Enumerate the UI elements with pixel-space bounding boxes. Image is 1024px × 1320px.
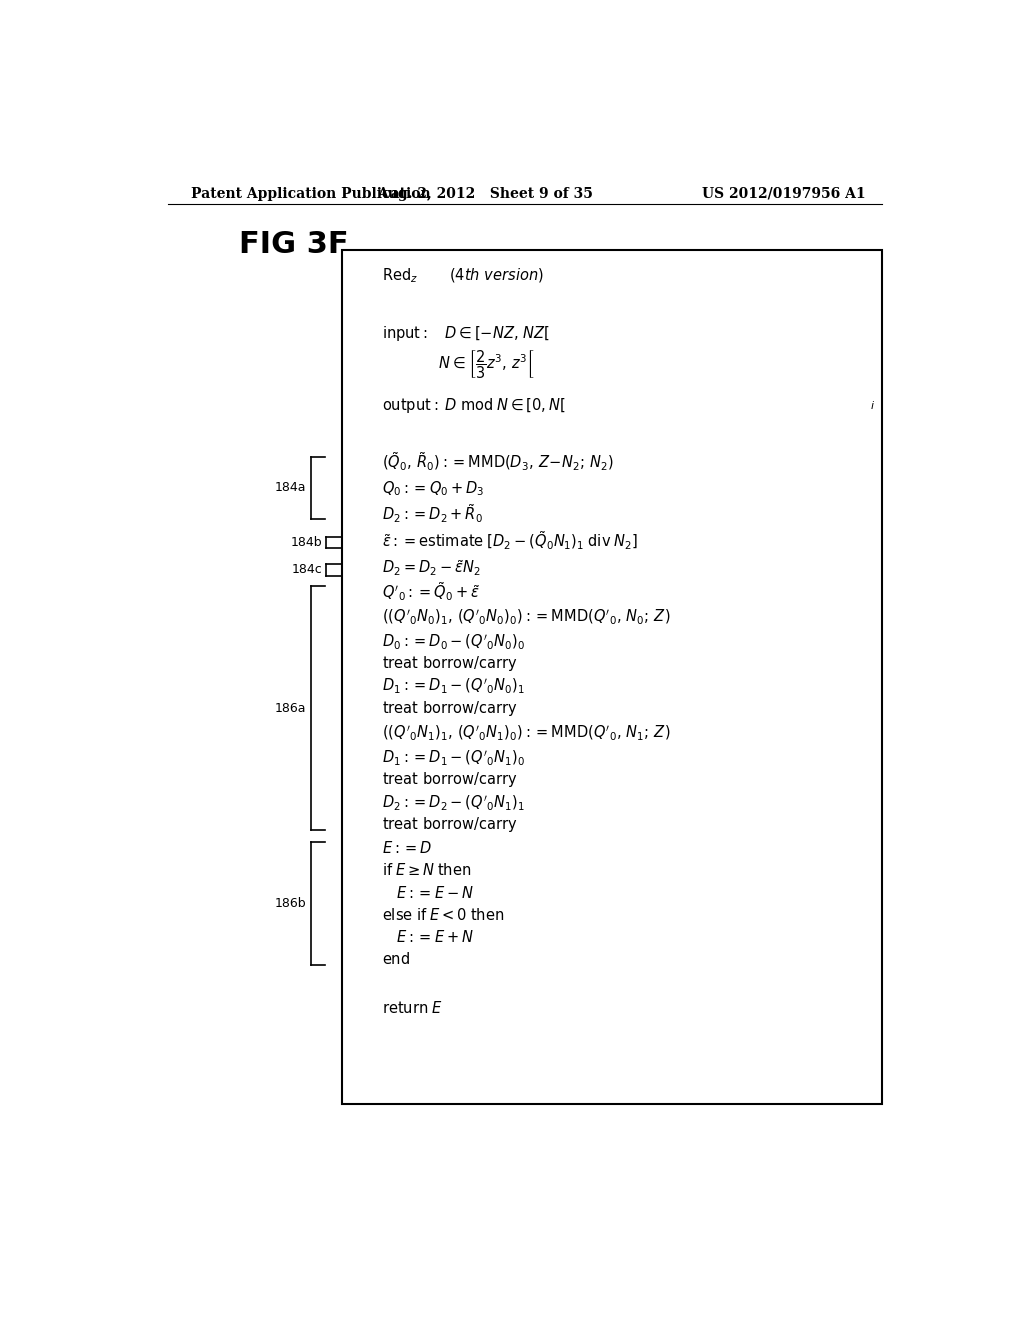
Text: $D_0{:=}D_0-(Q'_0 N_0)_0$: $D_0{:=}D_0-(Q'_0 N_0)_0$ bbox=[382, 632, 525, 651]
Text: $D_2{:=}D_2-(Q'_0 N_1)_1$: $D_2{:=}D_2-(Q'_0 N_1)_1$ bbox=[382, 792, 525, 812]
Text: $\quad E{:=}E-N$: $\quad E{:=}E-N$ bbox=[382, 884, 474, 900]
Text: $\mathrm{treat\ borrow/carry}$: $\mathrm{treat\ borrow/carry}$ bbox=[382, 814, 517, 834]
Text: $\mathrm{treat\ borrow/carry}$: $\mathrm{treat\ borrow/carry}$ bbox=[382, 771, 517, 789]
Text: Patent Application Publication: Patent Application Publication bbox=[191, 187, 431, 201]
Text: 184a: 184a bbox=[275, 482, 306, 495]
Text: 186a: 186a bbox=[275, 702, 306, 714]
Text: $\mathrm{Red}_z$: $\mathrm{Red}_z$ bbox=[382, 265, 418, 285]
Text: $((Q'_0 N_1)_1,\,(Q'_0 N_1)_0){:=}\mathrm{MMD}(Q'_0,\,N_1;\,Z)$: $((Q'_0 N_1)_1,\,(Q'_0 N_1)_0){:=}\mathr… bbox=[382, 723, 671, 742]
Text: $\mathrm{output:}\;D\;\mathrm{mod}\;N \in [0,N[$: $\mathrm{output:}\;D\;\mathrm{mod}\;N \i… bbox=[382, 396, 565, 414]
Text: $E{:=}D$: $E{:=}D$ bbox=[382, 840, 432, 857]
Text: $\mathrm{else\ if}\;E<0\;\mathrm{then}$: $\mathrm{else\ if}\;E<0\;\mathrm{then}$ bbox=[382, 907, 504, 923]
Text: $(4th\ version)$: $(4th\ version)$ bbox=[450, 267, 544, 284]
Text: 184c: 184c bbox=[292, 564, 323, 577]
Text: $\quad E{:=}E+N$: $\quad E{:=}E+N$ bbox=[382, 929, 474, 945]
Text: $Q'_0{:=}\tilde{Q}_0+\tilde{\varepsilon}$: $Q'_0{:=}\tilde{Q}_0+\tilde{\varepsilon}… bbox=[382, 581, 480, 603]
Text: US 2012/0197956 A1: US 2012/0197956 A1 bbox=[702, 187, 866, 201]
Bar bbox=[342, 249, 882, 1104]
Text: $((Q'_0 N_0)_1,\,(Q'_0 N_0)_0){:=}\mathrm{MMD}(Q'_0,\,N_0;\,Z)$: $((Q'_0 N_0)_1,\,(Q'_0 N_0)_0){:=}\mathr… bbox=[382, 607, 671, 626]
Text: $\qquad\qquad N \in \left[\dfrac{2}{3}z^3,\,z^3\right[$: $\qquad\qquad N \in \left[\dfrac{2}{3}z^… bbox=[382, 348, 536, 381]
Text: $\mathrm{treat\ borrow/carry}$: $\mathrm{treat\ borrow/carry}$ bbox=[382, 698, 517, 718]
Text: $D_2{:=}D_2+\tilde{R}_0$: $D_2{:=}D_2+\tilde{R}_0$ bbox=[382, 502, 483, 525]
Text: $\mathrm{return}\;E$: $\mathrm{return}\;E$ bbox=[382, 999, 442, 1016]
Text: $\mathrm{input:}\quad D \in [-NZ,\,NZ[$: $\mathrm{input:}\quad D \in [-NZ,\,NZ[$ bbox=[382, 323, 550, 343]
Text: Aug. 2, 2012   Sheet 9 of 35: Aug. 2, 2012 Sheet 9 of 35 bbox=[377, 187, 593, 201]
Text: $\mathrm{if}\;E\geq N\;\mathrm{then}$: $\mathrm{if}\;E\geq N\;\mathrm{then}$ bbox=[382, 862, 471, 878]
Text: $(\tilde{Q}_0,\,\tilde{R}_0){:=}\mathrm{MMD}(D_3,\,Z\!-\!N_2;\,N_2)$: $(\tilde{Q}_0,\,\tilde{R}_0){:=}\mathrm{… bbox=[382, 450, 613, 473]
Text: $\mathit{i}$: $\mathit{i}$ bbox=[870, 399, 876, 411]
Text: $D_1{:=}D_1-(Q'_0 N_1)_0$: $D_1{:=}D_1-(Q'_0 N_1)_0$ bbox=[382, 748, 525, 767]
Text: $\tilde{\varepsilon}{:=}\mathrm{estimate}\;[D_2-(\tilde{Q}_0 N_1)_1\;\mathrm{div: $\tilde{\varepsilon}{:=}\mathrm{estimate… bbox=[382, 529, 638, 552]
Text: 186b: 186b bbox=[274, 898, 306, 911]
Text: $\mathrm{treat\ borrow/carry}$: $\mathrm{treat\ borrow/carry}$ bbox=[382, 655, 517, 673]
Text: 184b: 184b bbox=[291, 536, 323, 549]
Text: $\mathrm{end}$: $\mathrm{end}$ bbox=[382, 952, 410, 968]
Text: $D_1{:=}D_1-(Q'_0 N_0)_1$: $D_1{:=}D_1-(Q'_0 N_0)_1$ bbox=[382, 676, 525, 696]
Text: FIG 3F: FIG 3F bbox=[240, 230, 349, 259]
Text: $D_2=D_2-\tilde{\varepsilon}N_2$: $D_2=D_2-\tilde{\varepsilon}N_2$ bbox=[382, 558, 480, 578]
Text: $Q_0{:=}Q_0+D_3$: $Q_0{:=}Q_0+D_3$ bbox=[382, 479, 484, 498]
